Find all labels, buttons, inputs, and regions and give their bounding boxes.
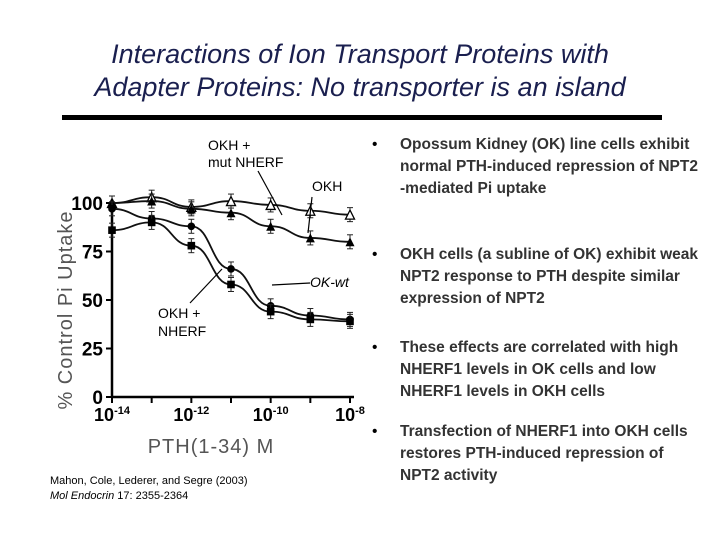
pi-uptake-chart: 0 25 50 75 100 10-14 10-12 10-10 10-8 PTH(1-34) M… [55, 137, 365, 458]
data-point-filled-square [306, 315, 315, 324]
citation-authors: Mahon, Cole, Lederer, and Segre (2003) [50, 475, 248, 487]
label-ok-wt: OK-wt [310, 274, 350, 290]
slide-title: Interactions of Ion Transport Proteins w… [0, 38, 720, 104]
data-point-filled-triangle [266, 221, 276, 231]
data-point-filled-circle [187, 222, 196, 231]
data-point-filled-square [147, 218, 156, 227]
bullet-marker: • [372, 136, 378, 153]
bullet-text: Transfection of NHERF1 into OKH cells re… [400, 423, 688, 484]
data-point-filled-square [346, 317, 354, 326]
chart-text: 0 25 50 75 100 10-14 10-12 10-10 10-8 PTH(1-34) M… [55, 194, 365, 458]
bullet-marker: • [372, 246, 378, 263]
y-tick-label: 25 [82, 340, 104, 361]
bullet-marker: • [372, 423, 378, 440]
bullet-text: These effects are correlated with high N… [400, 339, 679, 400]
title-divider [62, 115, 662, 120]
label-okh-mut-nherf-line2: mut NHERF [208, 154, 283, 170]
citation-journal: Mol Endocrin [50, 490, 115, 502]
data-point-filled-square [266, 307, 275, 316]
arrow-okh [307, 196, 313, 234]
citation-volume-pages: 17: 2355-2364 [114, 490, 189, 502]
x-tick-label: 10-14 [94, 405, 131, 425]
label-okh: OKH [312, 178, 342, 194]
data-point-filled-circle [108, 205, 116, 213]
x-tick-label: 10-8 [335, 405, 365, 425]
data-point-filled-square [227, 280, 235, 289]
data-point-filled-square [108, 226, 116, 234]
arrow-okh-nherf [189, 268, 223, 304]
y-tick-label: 75 [82, 243, 104, 264]
x-tick-label: 10-12 [173, 405, 209, 425]
data-point-filled-circle [227, 265, 235, 273]
y-tick-label: 0 [92, 388, 103, 409]
arrow-ok-wt [271, 282, 311, 286]
title-line-1: Interactions of Ion Transport Proteins w… [111, 39, 609, 69]
chart-annotations: OKH + mut NHERF OKH OK-wt OKH + NHERF [158, 137, 350, 339]
y-tick-label: 50 [82, 291, 103, 312]
data-point-open-triangle [265, 198, 277, 211]
bullet-text: OKH cells (a subline of OK) exhibit weak… [400, 246, 699, 307]
bullet-marker: • [372, 339, 378, 356]
arrow-okh-mut-nherf [257, 170, 283, 216]
y-tick-label: 100 [71, 194, 103, 215]
x-tick-label: 10-10 [253, 405, 289, 425]
data-point-filled-square [187, 241, 196, 250]
data-point-filled-triangle [305, 233, 315, 243]
data-point-open-triangle [344, 208, 356, 220]
data-point-filled-triangle [147, 196, 157, 206]
citation: Mahon, Cole, Lederer, and Segre (2003) M… [50, 474, 248, 504]
data-point-filled-triangle [226, 208, 236, 218]
chart-series [106, 189, 356, 329]
title-line-2: Adapter Proteins: No transporter is an i… [94, 72, 626, 102]
chart-axes [106, 201, 354, 403]
data-point-filled-triangle [345, 237, 355, 247]
label-okh-nherf-line2: NHERF [158, 323, 206, 339]
x-axis-title: PTH(1-34) M [148, 436, 275, 458]
label-okh-nherf-line1: OKH + [158, 305, 200, 321]
bullet-text: Opossum Kidney (OK) line cells exhibit n… [400, 136, 698, 197]
data-point-filled-triangle [186, 204, 196, 214]
label-okh-mut-nherf-line1: OKH + [208, 137, 250, 153]
y-axis-title: % Control Pi Uptake [55, 210, 77, 409]
citation-source: Mol Endocrin 17: 2355-2364 [50, 489, 248, 504]
